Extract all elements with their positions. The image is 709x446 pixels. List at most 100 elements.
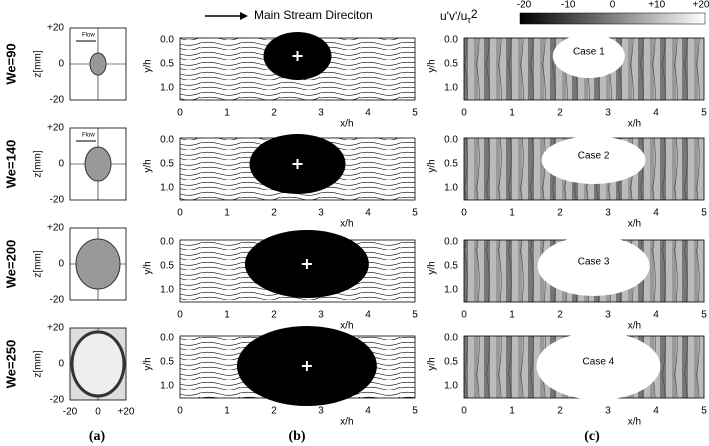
panel_c-xtick: 5 — [701, 310, 707, 321]
panel_b-ytick: 1.0 — [160, 83, 174, 94]
panel_c-xtick: 4 — [653, 406, 659, 417]
panel_c-xlabel: x/h — [628, 119, 641, 130]
a-xtick: +20 — [118, 407, 135, 418]
panel_c-xtick: 2 — [557, 108, 563, 119]
panel_b-xtick: 3 — [318, 108, 324, 119]
a-ytick: +20 — [47, 223, 64, 234]
panel_c-ytick: 0.5 — [444, 261, 458, 272]
panel_b-xtick: 2 — [271, 108, 277, 119]
panel_c-xtick: 2 — [557, 406, 563, 417]
colorbar-tick: 0 — [610, 0, 616, 11]
a-ylabel: z[mm] — [33, 250, 44, 277]
panel_b-xtick: 4 — [365, 310, 371, 321]
bubble — [536, 332, 661, 400]
center-mark — [301, 361, 312, 371]
panel_c-ylabel: y/h — [427, 159, 438, 172]
bubble — [541, 136, 646, 184]
droplet — [70, 330, 126, 398]
panel_c-xlabel: x/h — [628, 219, 641, 230]
panel_b-ytick: 0.5 — [160, 357, 174, 368]
panel_c-xtick: 0 — [461, 310, 467, 321]
panel_c-xlabel: x/h — [628, 417, 641, 428]
a-ylabel: z[mm] — [33, 350, 44, 377]
panel_c-ytick: 1.0 — [444, 183, 458, 194]
panel_c-xtick: 1 — [509, 208, 515, 219]
panel_c-xtick: 1 — [509, 108, 515, 119]
case-label: Case 2 — [578, 151, 610, 162]
panel_b-ylabel: y/h — [143, 357, 154, 370]
panel_b-ylabel: y/h — [143, 261, 154, 274]
colorbar-label-sub: τ — [467, 15, 471, 25]
panel_b-ytick: 0.0 — [160, 333, 174, 344]
panel_b-xtick: 5 — [412, 406, 418, 417]
droplet — [75, 238, 121, 290]
row-label: We=250 — [3, 340, 18, 389]
panel_c-xtick: 1 — [509, 310, 515, 321]
panel_b-xlabel: x/h — [340, 417, 353, 428]
caption-b: (b) — [288, 429, 305, 444]
panel_b-xtick: 1 — [224, 208, 230, 219]
panel_b-ytick: 0.0 — [160, 35, 174, 46]
panel_c-ytick: 0.5 — [444, 59, 458, 70]
panel_c-ylabel: y/h — [427, 357, 438, 370]
panel_b-xtick: 0 — [177, 310, 183, 321]
panel_c-xtick: 0 — [461, 406, 467, 417]
panel_c-ytick: 0.0 — [444, 237, 458, 248]
panel_c-xtick: 3 — [605, 310, 611, 321]
panel_c-ytick: 1.0 — [444, 381, 458, 392]
a-ylabel: z[mm] — [33, 150, 44, 177]
bubble — [537, 236, 650, 296]
panel_c-xtick: 2 — [557, 208, 563, 219]
panel_c-xtick: 4 — [653, 208, 659, 219]
colorbar — [519, 12, 706, 25]
a-ytick: -20 — [50, 295, 65, 306]
panel_c-xtick: 0 — [461, 108, 467, 119]
panel_b-ytick: 0.5 — [160, 261, 174, 272]
panel_c-ylabel: y/h — [427, 59, 438, 72]
panel_b-xtick: 0 — [177, 208, 183, 219]
panel_c-xtick: 2 — [557, 310, 563, 321]
panel_b-ytick: 1.0 — [160, 381, 174, 392]
flow-label: Flow — [82, 33, 95, 39]
panel_c-xtick: 3 — [605, 406, 611, 417]
colorbar-tick: -10 — [561, 0, 576, 11]
panel_b-xtick: 0 — [177, 108, 183, 119]
panel_b-xtick: 1 — [224, 406, 230, 417]
header-arrowhead — [240, 12, 248, 20]
a-ytick: -20 — [50, 395, 65, 406]
colorbar-label-main: u'v'/u — [440, 9, 467, 23]
droplet — [84, 146, 112, 182]
panel_c-xlabel: x/h — [628, 321, 641, 332]
panel_b-xtick: 3 — [318, 208, 324, 219]
panel_c-ytick: 1.0 — [444, 285, 458, 296]
flow-label: Flow — [82, 133, 95, 139]
panel_c-xtick: 4 — [653, 310, 659, 321]
panel_b-xtick: 5 — [412, 208, 418, 219]
a-ytick: 0 — [58, 259, 64, 270]
panel_c-ytick: 1.0 — [444, 83, 458, 94]
row-label: We=200 — [3, 240, 18, 289]
panel_b-ylabel: y/h — [143, 59, 154, 72]
case-label: Case 1 — [573, 47, 605, 58]
panel_c-ytick: 0.0 — [444, 35, 458, 46]
panel_c-ytick: 0.0 — [444, 333, 458, 344]
panel_b-xtick: 5 — [412, 310, 418, 321]
panel_c-xtick: 4 — [653, 108, 659, 119]
colorbar-tick: +10 — [648, 0, 665, 11]
a-ytick: 0 — [58, 359, 64, 370]
panel_b-xtick: 5 — [412, 108, 418, 119]
panel_b-ytick: 0.5 — [160, 59, 174, 70]
row-label: We=140 — [3, 140, 18, 189]
panel_b-xtick: 1 — [224, 310, 230, 321]
panel_b-xtick: 3 — [318, 406, 324, 417]
colorbar-tick: +20 — [693, 0, 709, 11]
a-ytick: -20 — [50, 195, 65, 206]
panel-b-header: Main Stream Direciton — [254, 8, 373, 22]
a-xtick: 0 — [95, 407, 101, 418]
panel_b-ytick: 0.5 — [160, 159, 174, 170]
panel_b-xtick: 2 — [271, 310, 277, 321]
panel_b-xlabel: x/h — [340, 321, 353, 332]
a-ytick: 0 — [58, 59, 64, 70]
panel_b-xlabel: x/h — [340, 219, 353, 230]
